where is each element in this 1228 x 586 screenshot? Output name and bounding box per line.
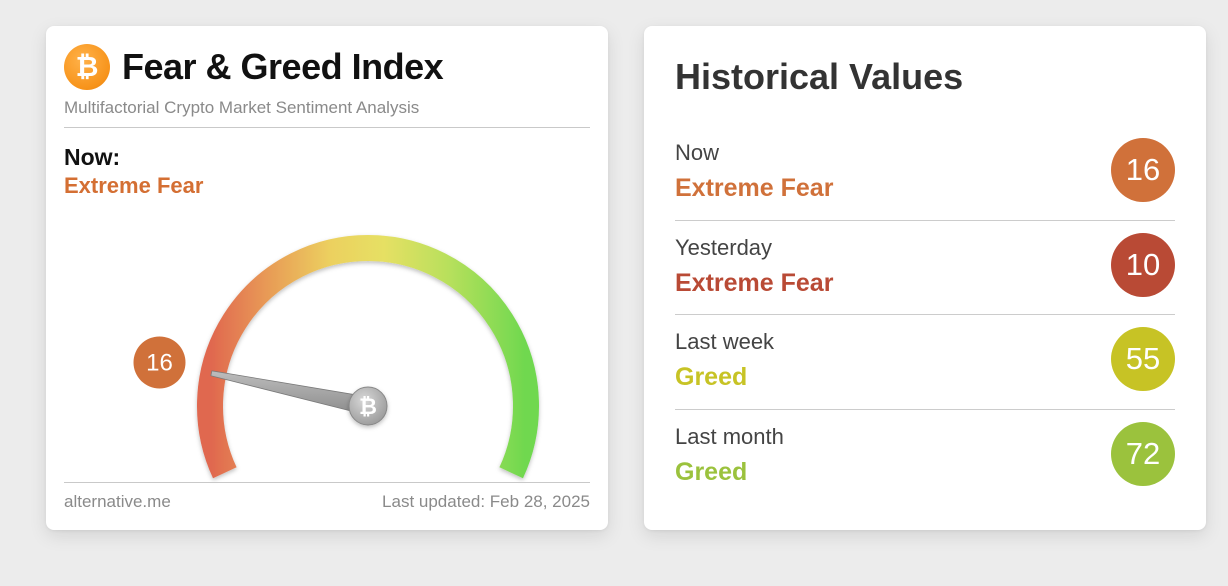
row-label: Last month [675, 423, 784, 449]
row-label: Last week [675, 329, 775, 354]
fear-greed-header: ₿ Fear & Greed Index Multifactorial Cryp… [64, 44, 590, 128]
row-value-badge: 16 [1111, 138, 1175, 202]
row-classification: Greed [675, 363, 748, 391]
bitcoin-logo-icon: ₿ [64, 44, 110, 90]
row-value-badge: 10 [1111, 232, 1175, 297]
gauge-value: 16 [146, 349, 173, 376]
historical-title: Historical Values [675, 56, 964, 97]
gauge-arc [197, 235, 539, 479]
bitcoin-glyph: ₿ [359, 395, 377, 420]
row-value-badge: 55 [1111, 327, 1175, 391]
page-subtitle: Multifactorial Crypto Market Sentiment A… [64, 98, 420, 117]
row-label: Yesterday [675, 234, 773, 260]
row-classification: Extreme Fear [675, 268, 834, 297]
row-classification: Extreme Fear [675, 174, 834, 202]
now-classification: Extreme Fear [64, 173, 204, 198]
row-classification: Greed [675, 457, 748, 486]
row-label: Now [675, 140, 720, 165]
historical-list: Now Extreme Fear 16 Yesterday Extreme Fe… [675, 126, 1175, 504]
page-title: Fear & Greed Index [122, 46, 444, 87]
historical-row-last-month: Last month Greed 72 [675, 410, 1175, 505]
now-label: Now: [64, 144, 121, 170]
last-updated: Last updated: Feb 28, 2025 [382, 492, 590, 511]
gauge-value-badge [133, 336, 186, 389]
fear-greed-card: ₿ Fear & Greed Index Multifactorial Cryp… [46, 26, 608, 530]
gauge-needle [210, 370, 371, 416]
fear-greed-footer: alternative.me Last updated: Feb 28, 202… [64, 482, 590, 512]
fear-greed-gauge: ₿ 16 [133, 235, 539, 479]
historical-values-card: Historical Values Now Extreme Fear 16 Ye… [644, 26, 1206, 530]
historical-row-yesterday: Yesterday Extreme Fear 10 [675, 221, 1175, 315]
source-link[interactable]: alternative.me [64, 492, 171, 511]
bitcoin-icon [348, 386, 388, 426]
row-value-badge: 72 [1111, 421, 1175, 486]
historical-row-last-week: Last week Greed 55 [675, 315, 1175, 410]
historical-row-now: Now Extreme Fear 16 [675, 126, 1175, 221]
